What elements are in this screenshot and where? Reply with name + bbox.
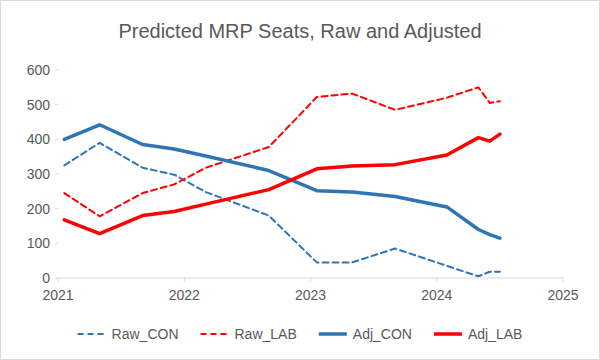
x-tick [58,278,59,282]
legend-item: Raw_LAB [201,326,297,342]
y-tick-label: 100 [27,235,51,251]
x-tick-label: 2025 [547,287,578,303]
chart: Predicted MRP Seats, Raw and Adjusted 0 10… [0,0,600,360]
legend-label: Adj_CON [353,326,412,342]
x-tick-label: 2023 [295,287,326,303]
legend-label: Raw_LAB [235,326,297,342]
legend-label: Adj_LAB [468,326,522,342]
x-tick [310,278,311,282]
legend-item: Adj_LAB [434,326,522,342]
x-tick [184,278,185,282]
legend: Raw_CON Raw_LAB Adj_CON Adj_LAB [78,326,523,342]
legend-swatch [78,333,106,335]
series-line [64,87,500,216]
y-tick-label: 0 [42,270,50,286]
series-line [64,134,500,234]
title: Predicted MRP Seats, Raw and Adjusted [118,20,481,42]
legend-item: Raw_CON [78,326,179,342]
legend-swatch [201,333,229,335]
y-tick [55,104,58,105]
y-tick [55,70,58,71]
y-tick [55,243,58,244]
legend-swatch [434,332,462,336]
y-tick [55,174,58,175]
chart-frame [1,1,600,360]
y-tick [55,139,58,140]
legend-item: Adj_CON [319,326,412,342]
plot-area [64,87,500,276]
legend-label: Raw_CON [112,326,179,342]
x-axis [58,278,563,279]
y-tick-label: 300 [27,166,51,182]
x-tick-label: 2024 [421,287,452,303]
series-line [64,143,500,276]
y-tick-label: 600 [27,62,51,78]
y-tick-label: 200 [27,201,51,217]
series-line [64,125,500,238]
x-tick-label: 2021 [42,287,73,303]
y-tick-label: 400 [27,131,51,147]
x-tick [436,278,437,282]
y-tick-label: 500 [27,97,51,113]
x-tick [563,278,564,282]
y-tick [55,208,58,209]
x-tick-label: 2022 [169,287,200,303]
legend-swatch [319,332,347,336]
